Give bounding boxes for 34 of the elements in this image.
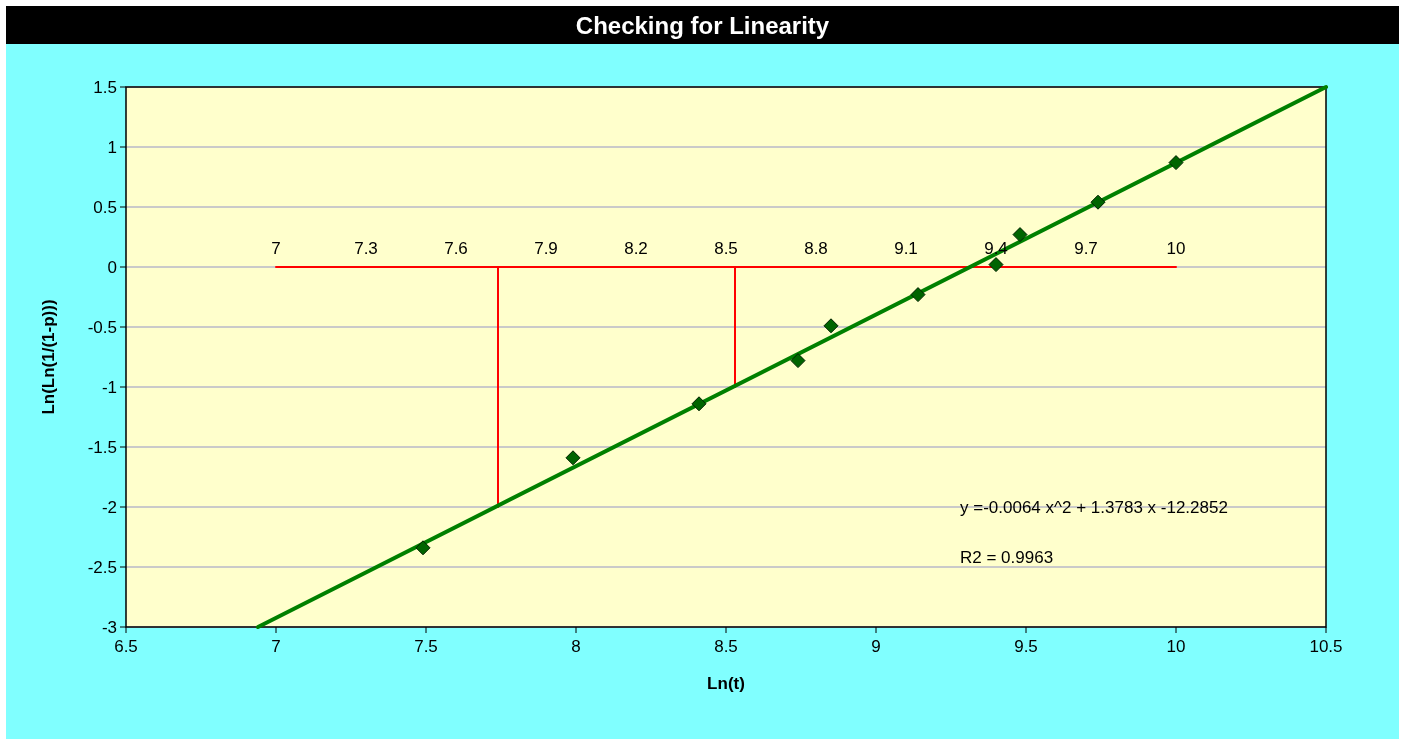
y-tick-label: -0.5 [87,317,117,337]
y-axis-title: Ln(Ln(1/(1-p))) [39,299,58,415]
x-tick-label: 10 [1166,637,1186,656]
annotation: 8.2 [624,239,648,258]
annotation: 9.7 [1074,239,1098,258]
annotation: 8.8 [804,239,828,258]
annotation: 7.3 [354,239,378,258]
y-tick-label: -2 [101,497,117,517]
x-tick-label: 7.5 [414,637,438,656]
annotation: 7.6 [444,239,468,258]
y-tick-label: -3 [101,617,117,637]
x-tick-label: 6.5 [114,637,138,656]
y-tick-label: -1 [101,377,117,397]
annotation: 8.5 [714,239,738,258]
annotation: 7.9 [534,239,558,258]
x-tick-label: 10.5 [1309,637,1343,656]
x-axis-title: Ln(t) [707,674,745,693]
y-tick-label: 0 [107,257,117,277]
y-tick-label: -2.5 [87,557,117,577]
x-tick-label: 7 [271,637,281,656]
annotation: y =-0.0064 x^2 + 1.3783 x -12.2852 [960,498,1228,517]
x-tick-label: 9.5 [1014,637,1038,656]
annotation: 9.1 [894,239,918,258]
y-tick-label: -1.5 [87,437,117,457]
x-tick-label: 8 [571,637,581,656]
x-tick-label: 8.5 [714,637,738,656]
x-tick-label: 9 [871,637,881,656]
annotation: 10 [1166,239,1186,258]
y-tick-label: 0.5 [93,197,117,217]
chart-title: Checking for Linearity [575,12,830,39]
y-tick-label: 1 [107,137,117,157]
y-tick-label: 1.5 [93,77,117,97]
annotation: R2 = 0.9963 [960,548,1054,567]
annotation: 7 [271,239,281,258]
